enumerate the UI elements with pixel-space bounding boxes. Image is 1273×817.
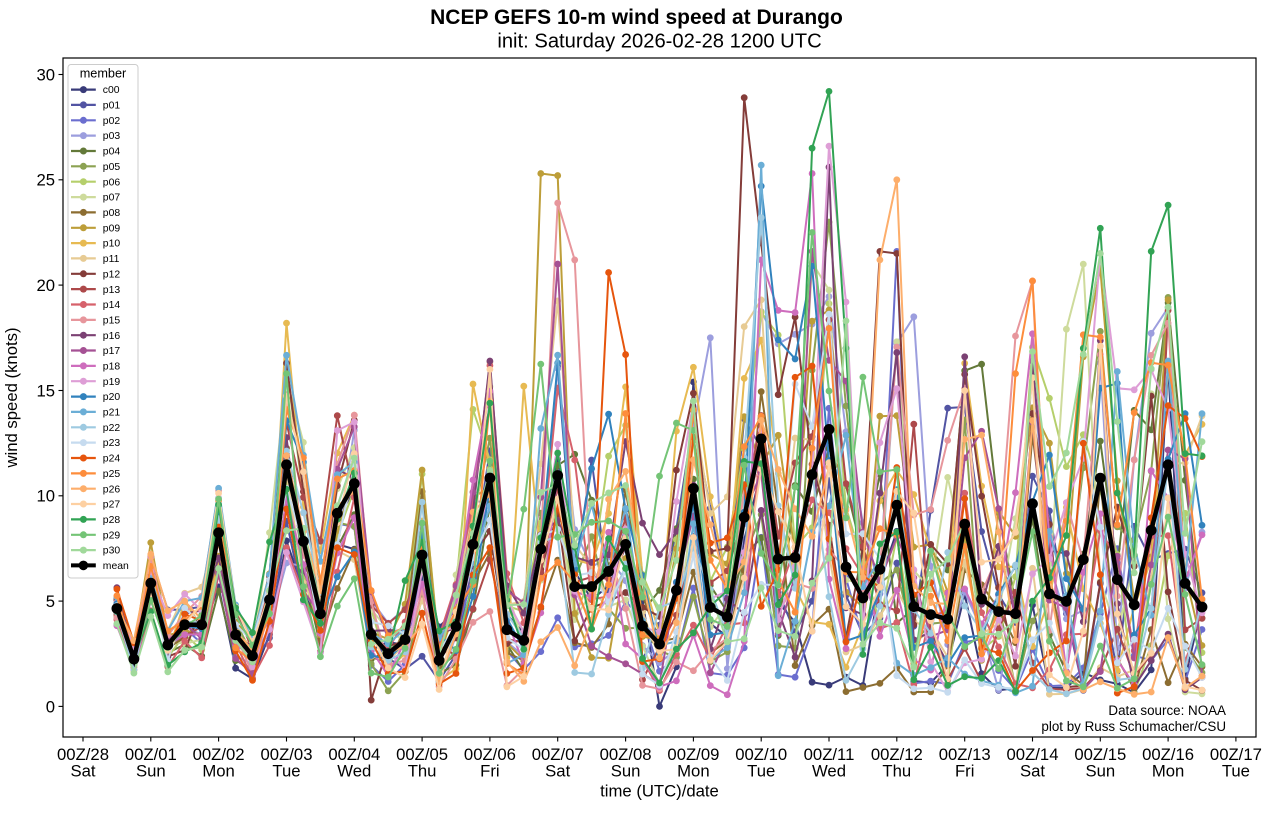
svg-text:Tue: Tue	[1222, 762, 1250, 781]
svg-text:p04: p04	[103, 147, 121, 158]
svg-text:00Z/05: 00Z/05	[396, 745, 448, 764]
svg-text:Mon: Mon	[202, 762, 234, 781]
svg-text:00Z/16: 00Z/16	[1142, 745, 1194, 764]
svg-text:Sun: Sun	[136, 762, 166, 781]
svg-text:p20: p20	[103, 392, 121, 403]
svg-text:Data source: NOAA: Data source: NOAA	[1108, 703, 1226, 718]
svg-text:p15: p15	[103, 316, 121, 327]
svg-text:30: 30	[36, 65, 55, 84]
svg-text:Thu: Thu	[408, 762, 437, 781]
svg-text:10: 10	[36, 487, 55, 506]
svg-text:Mon: Mon	[677, 762, 709, 781]
svg-text:p21: p21	[103, 408, 121, 419]
svg-text:p14: p14	[103, 300, 121, 311]
svg-text:p27: p27	[103, 500, 121, 511]
svg-text:NCEP GEFS 10-m wind speed at D: NCEP GEFS 10-m wind speed at Durango	[430, 6, 843, 29]
svg-text:p26: p26	[103, 484, 121, 495]
svg-text:Sat: Sat	[545, 762, 570, 781]
svg-text:p19: p19	[103, 377, 121, 388]
svg-text:00Z/10: 00Z/10	[735, 745, 787, 764]
svg-text:20: 20	[36, 276, 55, 295]
svg-text:Wed: Wed	[812, 762, 846, 781]
svg-text:25: 25	[36, 171, 55, 190]
svg-text:p13: p13	[103, 285, 121, 296]
svg-text:mean: mean	[103, 561, 129, 572]
svg-text:p09: p09	[103, 223, 121, 234]
svg-text:00Z/13: 00Z/13	[939, 745, 991, 764]
svg-text:p11: p11	[103, 254, 120, 265]
svg-text:p28: p28	[103, 515, 121, 526]
svg-text:p12: p12	[103, 269, 121, 280]
svg-text:p30: p30	[103, 546, 121, 557]
svg-text:p25: p25	[103, 469, 121, 480]
svg-text:p01: p01	[103, 101, 121, 112]
svg-text:00Z/08: 00Z/08	[600, 745, 652, 764]
svg-text:15: 15	[36, 381, 55, 400]
svg-text:00Z/04: 00Z/04	[328, 745, 380, 764]
svg-text:5: 5	[46, 592, 55, 611]
svg-text:p02: p02	[103, 116, 121, 127]
svg-text:p16: p16	[103, 331, 121, 342]
svg-text:Wed: Wed	[337, 762, 371, 781]
svg-text:Thu: Thu	[882, 762, 911, 781]
svg-text:p07: p07	[103, 193, 121, 204]
svg-text:00Z/02: 00Z/02	[193, 745, 245, 764]
svg-text:p24: p24	[103, 454, 121, 465]
svg-text:00Z/11: 00Z/11	[804, 745, 855, 764]
svg-text:p29: p29	[103, 530, 121, 541]
svg-text:Sat: Sat	[70, 762, 95, 781]
svg-text:Mon: Mon	[1152, 762, 1184, 781]
svg-text:time (UTC)/date: time (UTC)/date	[600, 782, 719, 801]
svg-text:p05: p05	[103, 162, 121, 173]
svg-text:p06: p06	[103, 177, 121, 188]
svg-text:Sun: Sun	[1085, 762, 1115, 781]
svg-text:Tue: Tue	[272, 762, 300, 781]
svg-text:plot by Russ Schumacher/CSU: plot by Russ Schumacher/CSU	[1041, 719, 1226, 734]
svg-text:p10: p10	[103, 239, 121, 250]
svg-text:00Z/09: 00Z/09	[667, 745, 719, 764]
svg-text:wind speed (knots): wind speed (knots)	[2, 327, 21, 468]
svg-text:00Z/14: 00Z/14	[1007, 745, 1059, 764]
svg-text:Sun: Sun	[611, 762, 641, 781]
svg-text:p22: p22	[103, 423, 121, 434]
svg-text:00Z/17: 00Z/17	[1210, 745, 1262, 764]
svg-text:Tue: Tue	[747, 762, 775, 781]
svg-text:p08: p08	[103, 208, 121, 219]
svg-text:p03: p03	[103, 131, 121, 142]
svg-text:00Z/03: 00Z/03	[261, 745, 313, 764]
svg-text:00Z/01: 00Z/01	[125, 745, 177, 764]
svg-text:00Z/07: 00Z/07	[532, 745, 584, 764]
svg-text:00Z/12: 00Z/12	[871, 745, 923, 764]
svg-text:Fri: Fri	[480, 762, 499, 781]
svg-text:p17: p17	[103, 346, 121, 357]
svg-text:Sat: Sat	[1020, 762, 1045, 781]
svg-text:00Z/28: 00Z/28	[57, 745, 109, 764]
svg-text:init: Saturday 2026-02-28 1200: init: Saturday 2026-02-28 1200 UTC	[497, 31, 821, 53]
svg-text:Fri: Fri	[955, 762, 974, 781]
svg-text:00Z/06: 00Z/06	[464, 745, 516, 764]
svg-text:member: member	[80, 67, 127, 81]
svg-text:p23: p23	[103, 438, 121, 449]
svg-text:00Z/15: 00Z/15	[1074, 745, 1126, 764]
svg-text:p18: p18	[103, 362, 121, 373]
svg-text:0: 0	[46, 697, 55, 716]
svg-text:c00: c00	[103, 85, 120, 96]
